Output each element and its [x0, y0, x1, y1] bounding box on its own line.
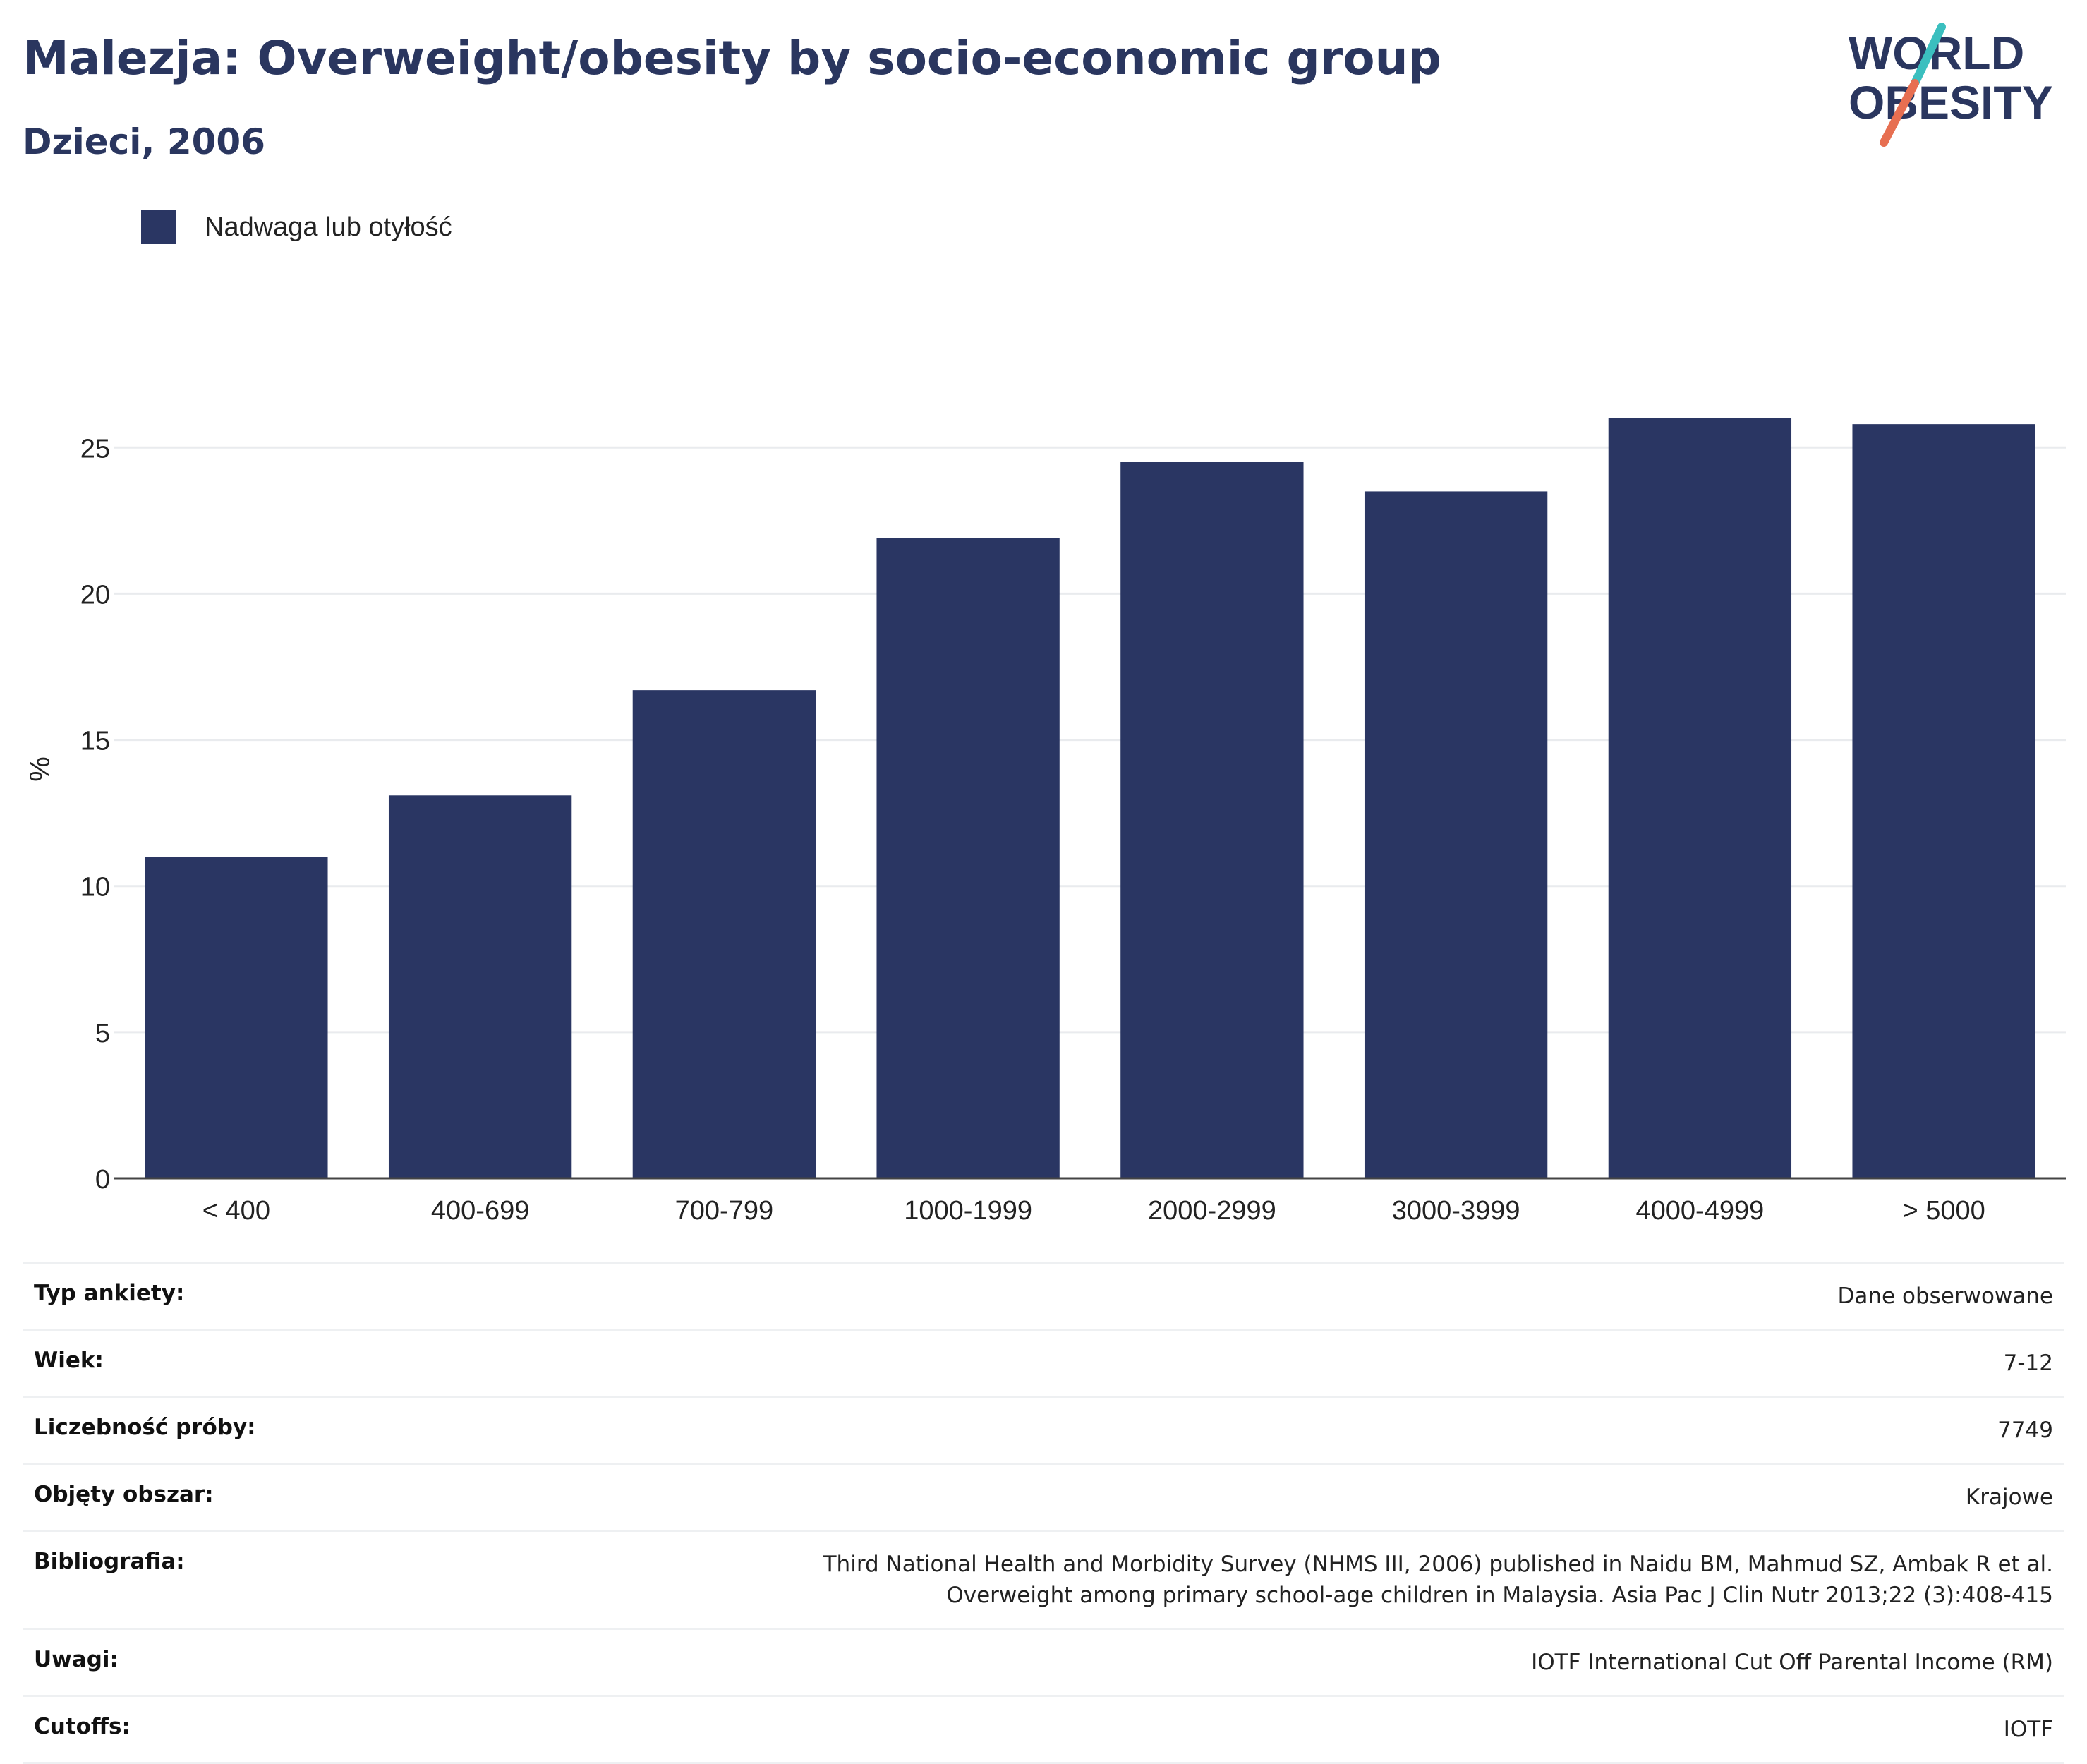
- metadata-value: Dane obserwowane: [1837, 1283, 2053, 1309]
- metadata-label: Typ ankiety:: [34, 1281, 185, 1306]
- bar[interactable]: [145, 857, 328, 1178]
- y-tick-label: 25: [80, 434, 110, 464]
- legend: Nadwaga lub otyłość: [141, 210, 452, 244]
- y-tick-label: 5: [95, 1019, 110, 1049]
- metadata-label: Cutoffs:: [34, 1714, 131, 1739]
- metadata-value: Krajowe: [1965, 1485, 2053, 1510]
- metadata-row: Objęty obszar: Krajowe: [23, 1464, 2064, 1531]
- bar[interactable]: [1852, 424, 2035, 1179]
- logo-text-obesity: OBESITY: [1849, 76, 2053, 128]
- chart-subtitle: Dzieci, 2006: [23, 121, 265, 162]
- bar[interactable]: [876, 538, 1060, 1178]
- x-tick-label: 3000-3999: [1392, 1196, 1520, 1226]
- metadata-row: Liczebność próby: 7749: [23, 1397, 2064, 1464]
- metadata-row: Bibliografia: Third National Health and M…: [23, 1531, 2064, 1629]
- y-axis-label: %: [25, 756, 56, 782]
- bars: [145, 418, 2035, 1179]
- y-tick-labels: 0 5 10 15 20 25: [80, 434, 110, 1195]
- metadata-value: 7749: [1997, 1418, 2053, 1443]
- metadata-label: Liczebność próby:: [34, 1415, 256, 1440]
- metadata-value: Third National Health and Morbidity Surv…: [823, 1552, 2053, 1608]
- metadata-row: Wiek: 7-12: [23, 1330, 2064, 1397]
- y-tick-label: 0: [95, 1165, 110, 1195]
- x-tick-label: > 5000: [1902, 1196, 1985, 1226]
- metadata-row: Typ ankiety: Dane obserwowane: [23, 1262, 2064, 1330]
- x-tick-label: 400-699: [431, 1196, 529, 1226]
- metadata-row: Cutoffs: IOTF: [23, 1696, 2064, 1763]
- x-tick-labels: < 400 400-699 700-799 1000-1999 2000-2999 300…: [202, 1196, 1985, 1226]
- world-obesity-logo: WORLD OBESITY: [1849, 23, 2053, 147]
- bar[interactable]: [1364, 491, 1548, 1178]
- legend-label: Nadwaga lub otyłość: [205, 212, 452, 242]
- metadata-value: 7-12: [2003, 1351, 2053, 1376]
- y-tick-label: 15: [80, 727, 110, 756]
- bar[interactable]: [632, 690, 816, 1178]
- x-tick-label: 4000-4999: [1636, 1196, 1765, 1226]
- metadata-label: Objęty obszar:: [34, 1482, 214, 1507]
- metadata-label: Bibliografia:: [34, 1549, 185, 1574]
- y-tick-label: 20: [80, 580, 110, 610]
- x-tick-label: 2000-2999: [1148, 1196, 1276, 1226]
- bar-chart: 0 5 10 15 20 25 < 400 400-699 700-799 1000-1999 2…: [25, 418, 2066, 1226]
- metadata-value: IOTF International Cut Off Parental Inco…: [1531, 1650, 2053, 1675]
- bar[interactable]: [1608, 418, 1792, 1178]
- chart-title: Malezja: Overweight/obesity by socio-eco…: [23, 31, 1441, 85]
- metadata-table: Typ ankiety: Dane obserwowane Wiek: 7-12 Lic…: [23, 1262, 2064, 1764]
- logo-slash-red: [1880, 79, 1919, 147]
- metadata-value: IOTF: [2003, 1717, 2053, 1742]
- metadata-label: Wiek:: [34, 1348, 104, 1373]
- logo-slash-teal: [1911, 23, 1946, 87]
- x-tick-label: 1000-1999: [904, 1196, 1032, 1226]
- metadata-row: Uwagi: IOTF International Cut Off Parenta…: [23, 1629, 2064, 1696]
- bar[interactable]: [1120, 462, 1304, 1178]
- bar[interactable]: [388, 795, 572, 1178]
- x-tick-label: 700-799: [675, 1196, 773, 1226]
- y-tick-label: 10: [80, 873, 110, 902]
- legend-swatch: [141, 210, 176, 244]
- x-tick-label: < 400: [202, 1196, 270, 1226]
- metadata-label: Uwagi:: [34, 1647, 119, 1672]
